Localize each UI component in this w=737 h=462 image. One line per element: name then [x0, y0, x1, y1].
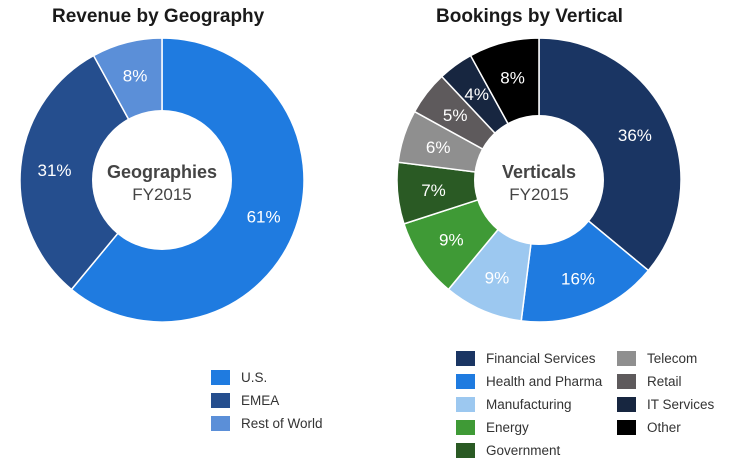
- vert-legend-swatch: [617, 374, 636, 389]
- vert-legend-swatch: [456, 374, 475, 389]
- vert-legend-label: Retail: [647, 374, 682, 389]
- vert-slice-label-health-and-pharma: 16%: [561, 270, 595, 289]
- vert-slice-financial-services: [538, 37, 682, 272]
- vert-slice-label-energy: 9%: [439, 231, 464, 250]
- vert-center-subtitle: FY2015: [509, 185, 569, 204]
- geography-chart-title: Revenue by Geography: [52, 6, 265, 27]
- vert-legend-swatch: [617, 397, 636, 412]
- vert-slice-label-manufacturing: 9%: [485, 268, 510, 287]
- vert-legend-swatch: [456, 397, 475, 412]
- vert-slice-label-other: 8%: [500, 68, 525, 87]
- vert-legend-label: Financial Services: [486, 351, 596, 366]
- vert-legend-swatch: [456, 443, 475, 458]
- vertical-chart-title: Bookings by Vertical: [436, 6, 623, 27]
- vert-legend-swatch: [456, 420, 475, 435]
- vert-donut-hole: [474, 115, 604, 245]
- vert-legend-swatch: [617, 420, 636, 435]
- geo-donut: 61% 31% 8% Geographies FY2015: [19, 37, 305, 323]
- vert-legend-label: Health and Pharma: [486, 374, 603, 389]
- vert-slice-label-government: 7%: [421, 181, 446, 200]
- geo-legend-label: U.S.: [241, 370, 268, 385]
- geo-center-subtitle: FY2015: [132, 185, 192, 204]
- geo-slice-emea: [19, 54, 163, 291]
- vert-legend-label: IT Services: [647, 397, 715, 412]
- geo-slice-label-emea: 31%: [37, 161, 71, 180]
- geo-legend-label: Rest of World: [241, 416, 323, 431]
- vert-legend-swatch: [617, 351, 636, 366]
- geo-legend-swatch: [211, 416, 230, 431]
- vert-legend-swatch: [456, 351, 475, 366]
- vert-legend-label: Telecom: [647, 351, 698, 366]
- vert-center-title: Verticals: [502, 162, 576, 182]
- vert-legend-label: Manufacturing: [486, 397, 572, 412]
- geo-slice-label-u-s: 61%: [247, 208, 281, 227]
- vert-legend-label: Government: [486, 443, 561, 458]
- vert-legend-label: Other: [647, 420, 681, 435]
- geo-legend-swatch: [211, 393, 230, 408]
- vert-slice-label-it-services: 4%: [464, 85, 489, 104]
- geo-center-title: Geographies: [107, 162, 217, 182]
- geo-donut-hole: [92, 110, 232, 250]
- vert-slice-label-retail: 5%: [443, 106, 468, 125]
- vert-slice-label-telecom: 6%: [426, 138, 451, 157]
- geo-legend-label: EMEA: [241, 393, 280, 408]
- geo-slice-label-rest-of-world: 8%: [123, 66, 148, 85]
- vert-donut: 36% 16% 9% 9% 7% 6% 5% 4% 8% Verticals FY2015: [396, 37, 682, 323]
- vert-slice-label-financial-services: 36%: [618, 126, 652, 145]
- geo-legend-swatch: [211, 370, 230, 385]
- vert-legend-label: Energy: [486, 420, 529, 435]
